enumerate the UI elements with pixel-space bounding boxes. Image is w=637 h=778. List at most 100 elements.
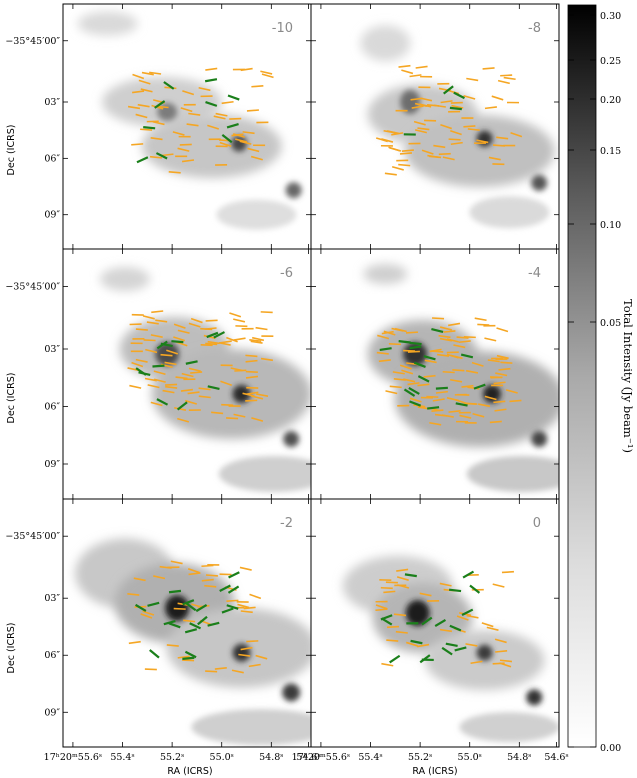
velocity-label: -8 xyxy=(528,21,541,36)
polarization-segment-orange xyxy=(156,105,169,109)
polarization-segment-green xyxy=(469,584,481,594)
y-tick-label: 03″ xyxy=(44,593,60,604)
polarization-segment-orange xyxy=(129,384,142,389)
polarization-segment-green xyxy=(453,91,465,100)
polarization-segment-orange xyxy=(489,420,502,424)
polarization-segment-orange xyxy=(160,353,173,357)
polarization-segment-orange xyxy=(442,156,455,161)
polarization-segment-orange xyxy=(141,71,154,76)
polarization-segment-orange xyxy=(386,130,399,135)
polarization-segment-orange xyxy=(173,336,186,342)
polarization-segment-green xyxy=(389,654,401,664)
polarization-segment-orange xyxy=(260,357,274,362)
polarization-segment-orange xyxy=(198,395,211,399)
polarization-segment-orange xyxy=(386,639,399,642)
polarization-segment-orange xyxy=(417,383,430,387)
polarization-segment-green xyxy=(417,375,430,383)
polarization-segment-orange xyxy=(463,336,476,339)
polarization-segment-orange xyxy=(383,590,396,594)
panel-6 xyxy=(311,499,559,747)
polarization-segment-orange xyxy=(182,90,195,96)
polarization-segment-orange xyxy=(177,329,190,334)
polarization-segment-orange xyxy=(211,411,224,415)
polarization-segment-orange xyxy=(447,322,461,327)
polarization-segment-orange xyxy=(143,339,156,342)
polarization-segment-orange xyxy=(417,127,430,131)
polarization-segment-orange xyxy=(147,384,160,389)
polarization-segment-orange xyxy=(239,140,252,145)
polarization-segment-green xyxy=(435,386,448,390)
polarization-segment-orange xyxy=(414,102,427,107)
velocity-label: -2 xyxy=(280,516,293,531)
polarization-segment-orange xyxy=(132,73,145,80)
polarization-segment-green xyxy=(409,400,422,407)
polarization-segment-orange xyxy=(377,334,390,340)
colorbar-tick-label: 0.00 xyxy=(600,743,621,754)
polarization-segment-green xyxy=(449,588,462,593)
polarization-segment-orange xyxy=(398,163,411,167)
polarization-segment-orange xyxy=(150,136,163,141)
polarization-segment-green xyxy=(154,100,166,109)
intensity-blob xyxy=(232,643,251,662)
polarization-segment-orange xyxy=(435,390,448,394)
polarization-segment-orange xyxy=(233,337,246,341)
polarization-segment-orange xyxy=(201,578,214,582)
polarization-segment-orange xyxy=(240,67,253,72)
polarization-segment-orange xyxy=(450,141,463,146)
polarization-segment-orange xyxy=(140,128,153,131)
panel-3 xyxy=(63,249,311,499)
polarization-segment-orange xyxy=(375,604,388,610)
x-tick-label: 54.8ˢ xyxy=(507,752,531,763)
intensity-blob xyxy=(283,431,300,447)
colorbar-tick-label: 0.15 xyxy=(600,146,621,157)
polarization-segment-orange xyxy=(153,378,166,383)
polarization-segment-orange xyxy=(214,667,227,670)
polarization-segment-orange xyxy=(496,136,509,140)
velocity-label: -10 xyxy=(272,21,293,36)
polarization-segment-orange xyxy=(414,129,427,134)
polarization-segment-orange xyxy=(419,592,432,597)
polarization-segment-orange xyxy=(484,395,497,401)
polarization-segment-green xyxy=(184,650,197,659)
x-tick-label: 54.6ˢ xyxy=(544,752,568,763)
polarization-segment-orange xyxy=(407,382,420,386)
polarization-segment-orange xyxy=(498,367,511,371)
polarization-segment-green xyxy=(226,123,239,129)
polarization-segment-green xyxy=(403,388,416,397)
polarization-segment-green xyxy=(163,81,175,90)
polarization-segment-green xyxy=(197,615,208,626)
polarization-segment-orange xyxy=(421,149,434,155)
polarization-segment-orange xyxy=(149,155,163,159)
polarization-segment-orange xyxy=(260,311,273,314)
polarization-segment-green xyxy=(189,622,202,630)
polarization-segment-orange xyxy=(476,139,489,144)
polarization-segment-orange xyxy=(245,370,258,374)
polarization-segment-orange xyxy=(458,340,471,344)
polarization-segment-green xyxy=(156,340,168,350)
panel-grid: -10 −35°45′00″ 03″ 06″ 09″ -8 -6 −35°45′00″ 03″ 0… xyxy=(5,3,569,763)
polarization-segment-green xyxy=(226,604,239,610)
polarization-segment-orange xyxy=(245,359,258,363)
polarization-segment-orange xyxy=(188,572,201,576)
polarization-segment-orange xyxy=(401,149,414,153)
polarization-segment-orange xyxy=(440,123,453,130)
polarization-segment-green xyxy=(473,383,486,390)
colorbar-tick-label: 0.10 xyxy=(600,220,621,231)
polarization-segment-orange xyxy=(450,354,463,360)
polarization-segment-orange xyxy=(168,171,181,174)
polarization-segment-orange xyxy=(503,76,516,81)
polarization-segment-orange xyxy=(248,663,261,668)
polarization-segment-green xyxy=(221,134,233,144)
polarization-segment-orange xyxy=(450,378,463,383)
polarization-segment-orange xyxy=(406,641,418,647)
ylabel-row3: Dec (ICRS) xyxy=(6,623,17,674)
y-tick-label: 09″ xyxy=(44,707,60,718)
polarization-segment-orange xyxy=(472,412,485,418)
panel-frame xyxy=(310,498,560,748)
polarization-segment-green xyxy=(205,100,218,107)
polarization-segment-orange xyxy=(255,654,268,660)
polarization-segment-orange xyxy=(384,172,397,176)
polarization-segment-orange xyxy=(185,399,197,405)
polarization-segment-orange xyxy=(438,334,451,339)
